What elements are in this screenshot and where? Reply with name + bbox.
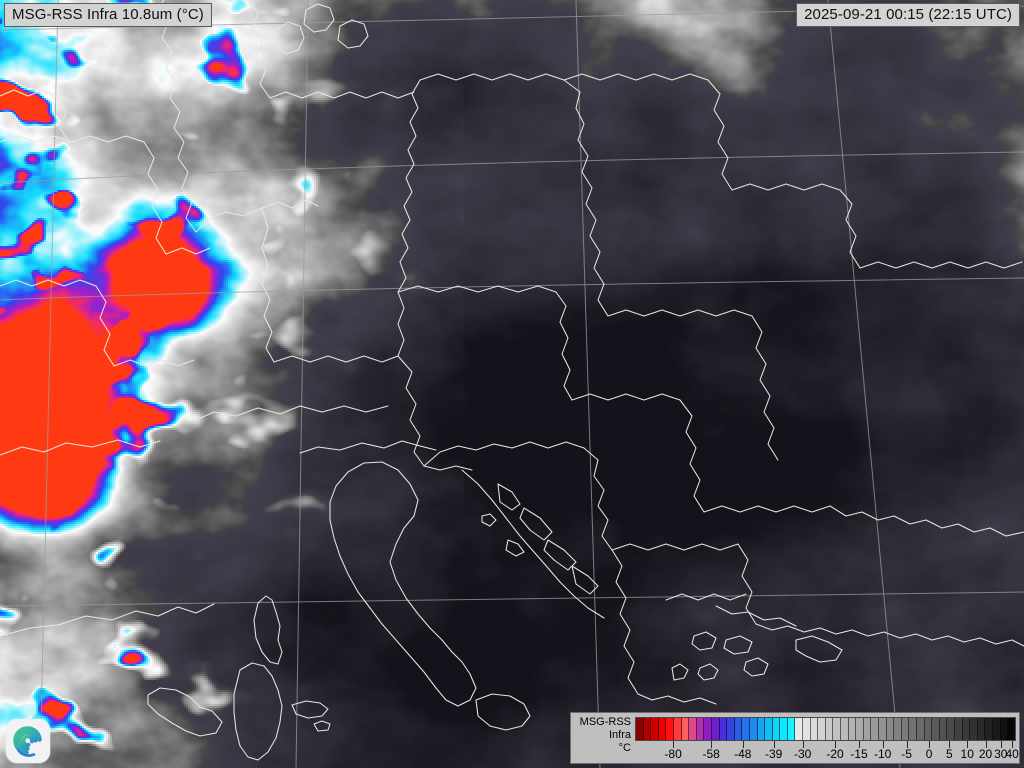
color-bar-tick-label: -30 <box>793 747 812 761</box>
color-bar-swatch <box>643 718 652 740</box>
color-bar-tick-label: 20 <box>978 747 993 761</box>
color-bar-wrapper: -80 -58 -48 -39 -30 -20 -15 -10 -5 0 5 10 20 30 40 <box>635 717 1019 761</box>
color-bar-tick <box>802 741 804 748</box>
color-bar-tick <box>906 741 908 748</box>
color-bar-swatch <box>985 718 993 740</box>
legend-source: MSG-RSS <box>579 716 631 728</box>
color-bar-tick <box>742 741 744 748</box>
color-bar-tick-label: 5 <box>945 747 953 761</box>
color-bar-tick <box>985 741 987 748</box>
color-bar-swatch <box>924 718 933 740</box>
color-bar-swatch <box>787 718 796 740</box>
color-bar-tick <box>1012 741 1014 748</box>
color-bar-swatch <box>939 718 948 740</box>
color-bar-swatch <box>711 718 720 740</box>
product-title: MSG-RSS Infra 10.8um (°C) <box>4 3 212 27</box>
color-bar-swatch <box>673 718 682 740</box>
color-bar-swatch <box>825 718 834 740</box>
swirl-logo[interactable] <box>6 719 50 763</box>
color-bar-tick-label: -80 <box>664 747 682 761</box>
color-bar-swatch <box>727 718 735 740</box>
color-bar-swatch <box>734 718 743 740</box>
timestamp-label: 2025-09-21 00:15 (22:15 UTC) <box>796 3 1020 27</box>
color-bar-swatch <box>765 718 773 740</box>
swirl-logo-icon <box>6 719 50 763</box>
color-bar-tick <box>1000 741 1002 748</box>
color-bar-swatch <box>757 718 766 740</box>
color-bar-tick-label: 30 <box>994 747 1008 761</box>
color-bar-swatch <box>704 718 712 740</box>
color-bar-swatch <box>772 718 781 740</box>
color-bar <box>635 717 1016 741</box>
color-bar-tick <box>711 741 713 748</box>
color-bar-swatch <box>719 718 728 740</box>
color-bar-swatch <box>863 718 872 740</box>
color-bar-tick <box>673 741 675 748</box>
color-bar-tick-label: -15 <box>850 747 868 761</box>
color-bar-swatch <box>879 718 887 740</box>
color-bar-tick <box>949 741 951 748</box>
color-bar-tick <box>967 741 969 748</box>
color-bar-swatch <box>970 718 978 740</box>
color-bar-tick <box>882 741 884 748</box>
color-scale-legend: MSG-RSS Infra °C -80 -58 -48 -39 -30 -20 -15 -1… <box>570 712 1020 764</box>
color-bar-swatch <box>977 718 986 740</box>
color-bar-swatch <box>916 718 925 740</box>
color-bar-swatch <box>742 718 750 740</box>
color-bar-swatch <box>658 718 667 740</box>
color-bar-swatch <box>636 718 644 740</box>
color-bar-swatch <box>992 718 1001 740</box>
color-bar-tick <box>773 741 775 748</box>
color-bar-tick-label: -58 <box>702 747 720 761</box>
color-bar-tick-label: -20 <box>826 747 844 761</box>
color-bar-swatch <box>901 718 910 740</box>
color-bar-swatch <box>803 718 811 740</box>
color-bar-swatch <box>810 718 819 740</box>
color-bar-swatch <box>689 718 697 740</box>
color-bar-swatch <box>886 718 895 740</box>
color-bar-swatch <box>841 718 849 740</box>
color-bar-swatch <box>962 718 971 740</box>
color-bar-swatch <box>856 718 864 740</box>
color-bar-swatch <box>909 718 917 740</box>
color-bar-labels: -80 -58 -48 -39 -30 -20 -15 -10 -5 0 5 10 20 30 40 <box>635 747 1019 761</box>
color-bar-tick <box>835 741 837 748</box>
color-bar-swatch <box>696 718 705 740</box>
color-bar-tick-label: 10 <box>960 747 974 761</box>
color-bar-swatch <box>651 718 659 740</box>
color-bar-tick-label: -5 <box>901 747 912 761</box>
color-bar-swatch <box>871 718 879 740</box>
color-bar-swatch <box>932 718 940 740</box>
color-bar-tick-label: -48 <box>734 747 752 761</box>
color-bar-tick-label: -39 <box>765 747 783 761</box>
color-bar-swatch <box>681 718 690 740</box>
color-bar-tick-label: 0 <box>925 747 933 761</box>
color-bar-swatch <box>666 718 674 740</box>
color-bar-swatch <box>780 718 788 740</box>
color-bar-swatch <box>894 718 902 740</box>
color-bar-swatch <box>954 718 963 740</box>
color-bar-tick <box>859 741 861 748</box>
color-bar-swatch <box>947 718 955 740</box>
color-bar-swatch <box>833 718 842 740</box>
color-bar-tick-label: 40 <box>1005 747 1019 761</box>
color-bar-swatch <box>749 718 758 740</box>
color-bar-swatch <box>818 718 826 740</box>
legend-channel: Infra <box>608 729 631 741</box>
legend-caption: MSG-RSS Infra °C <box>575 716 631 755</box>
color-bar-tick-label: -10 <box>873 747 892 761</box>
color-bar-ticks <box>635 741 1016 748</box>
color-bar-swatch <box>1008 718 1015 740</box>
legend-unit: °C <box>618 742 631 754</box>
color-bar-swatch <box>1000 718 1009 740</box>
color-bar-tick <box>929 741 931 748</box>
color-bar-swatch <box>795 718 804 740</box>
color-bar-swatch <box>848 718 857 740</box>
